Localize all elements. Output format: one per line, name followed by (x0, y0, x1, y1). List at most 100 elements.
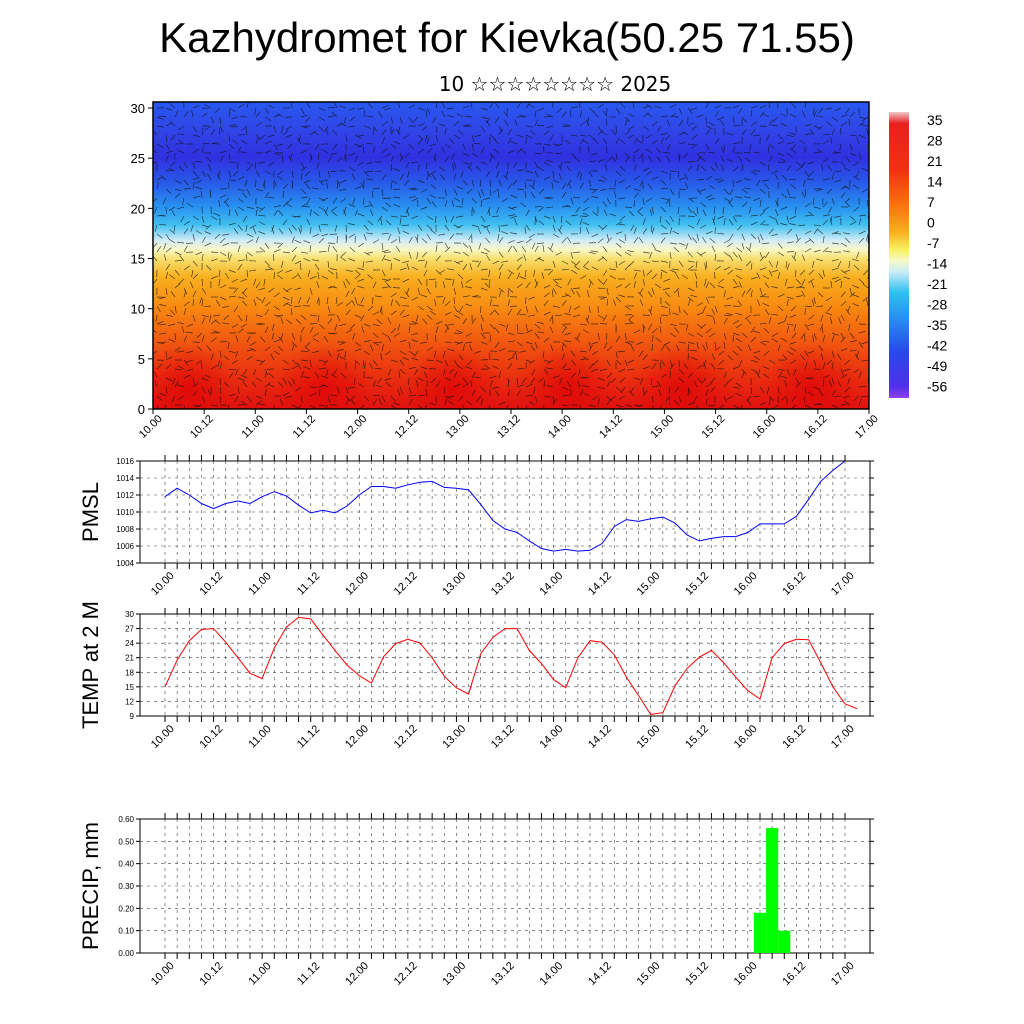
wind-barb (480, 287, 488, 291)
wind-barb (822, 178, 830, 181)
wind-barb (813, 151, 821, 154)
wind-barb (633, 281, 636, 289)
wind-barb (453, 371, 458, 379)
wind-barb (343, 206, 347, 214)
wind-barb (613, 191, 617, 199)
y-tick-label: 0.00 (118, 949, 134, 958)
wind-barb (705, 102, 710, 109)
wind-barb (636, 404, 644, 407)
wind-barb (753, 330, 761, 334)
wind-barb (822, 201, 828, 208)
wind-barb (183, 359, 189, 366)
wind-barb (696, 188, 702, 195)
wind-barb (804, 123, 812, 127)
wind-barb (264, 116, 272, 121)
wind-barb (237, 386, 240, 394)
wind-barb (728, 201, 734, 208)
wind-barb (282, 392, 290, 397)
wind-barb (480, 116, 488, 119)
wind-barb (165, 247, 172, 253)
wind-barb (192, 273, 199, 280)
x-tick-label: 10.12 (197, 723, 225, 751)
wind-barb (530, 192, 536, 199)
wind-barb (735, 323, 743, 329)
heatmap-x-tick-label: 11.00 (239, 413, 266, 440)
wind-barb (318, 367, 326, 370)
wind-barb (263, 181, 266, 190)
wind-barb (321, 384, 329, 388)
wind-barb (639, 287, 644, 295)
wind-barb (330, 374, 338, 379)
wind-barb (525, 323, 528, 331)
wind-barb (492, 260, 500, 265)
wind-barb (543, 161, 550, 167)
wind-barb (285, 287, 293, 292)
wind-barb (624, 359, 628, 367)
wind-barb (574, 260, 581, 267)
wind-barb (348, 107, 356, 111)
wind-barb (813, 110, 817, 118)
wind-barb (642, 326, 646, 334)
wind-barb (822, 133, 831, 136)
wind-barb (321, 375, 329, 379)
wind-barb (453, 134, 461, 139)
wind-barb (619, 377, 626, 383)
wind-barb (507, 308, 513, 316)
wind-barb (174, 193, 181, 199)
wind-barb (804, 230, 812, 235)
wind-barb (591, 350, 599, 355)
wind-barb (165, 377, 173, 382)
wind-barb (219, 150, 227, 154)
wind-barb (300, 125, 308, 129)
wind-barb (291, 255, 297, 262)
wind-barb (795, 377, 800, 385)
wind-barb (826, 188, 833, 195)
wind-barb (678, 368, 685, 375)
wind-barb (628, 210, 635, 217)
wind-barb (426, 346, 433, 352)
wind-barb (343, 116, 347, 124)
wind-barb (759, 267, 767, 271)
wind-barb (693, 380, 698, 388)
wind-barb (849, 134, 857, 137)
wind-barb (462, 377, 468, 384)
wind-barb (691, 125, 698, 131)
wind-barb (416, 380, 419, 388)
wind-barb (639, 179, 644, 187)
wind-barb (798, 224, 806, 227)
wind-barb (651, 121, 658, 127)
wind-barb (547, 359, 554, 365)
wind-barb (385, 381, 392, 388)
wind-barb (750, 326, 755, 334)
wind-barb (282, 302, 290, 307)
wind-barb (579, 358, 587, 361)
y-tick-label: 1016 (116, 457, 134, 466)
wind-barb (560, 161, 563, 169)
wind-barb (745, 260, 752, 267)
wind-barb (243, 368, 248, 376)
wind-barb (804, 202, 811, 208)
wind-barb (426, 305, 433, 311)
wind-barb (285, 269, 293, 273)
wind-barb (411, 296, 419, 301)
wind-barb (312, 338, 320, 343)
wind-barb (603, 314, 608, 322)
wind-barb (471, 224, 479, 228)
wind-barb (430, 310, 437, 316)
wind-barb (786, 228, 793, 235)
wind-barb (828, 380, 833, 388)
wind-barb (257, 323, 266, 325)
wind-barb (392, 188, 401, 190)
wind-barb (741, 202, 748, 208)
wind-barb (201, 335, 205, 343)
wind-barb (363, 395, 370, 402)
wind-barb (820, 314, 824, 322)
wind-barb (520, 202, 527, 208)
wind-barb (678, 260, 684, 267)
wind-barb (318, 359, 326, 363)
x-tick-label: 10.12 (197, 570, 225, 598)
wind-barb (591, 152, 599, 156)
wind-barb (729, 254, 734, 262)
wind-barb (727, 355, 734, 361)
wind-barb (485, 237, 491, 244)
